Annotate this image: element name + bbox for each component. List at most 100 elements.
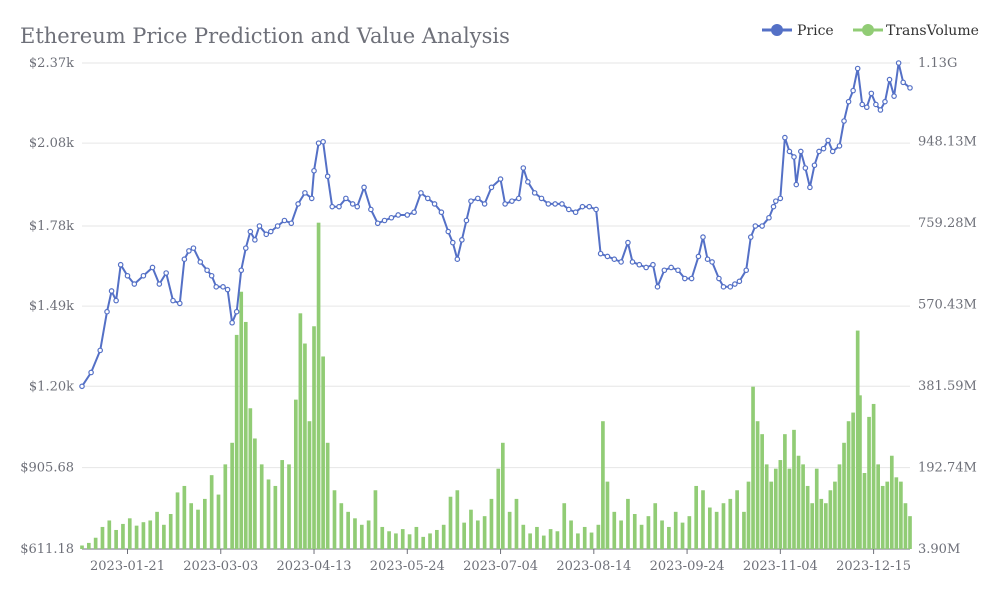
volume-bar[interactable] — [321, 356, 325, 549]
volume-bar[interactable] — [528, 533, 532, 549]
price-point[interactable] — [816, 148, 822, 155]
price-point[interactable] — [611, 256, 618, 262]
volume-bar[interactable] — [714, 511, 719, 549]
volume-bar[interactable] — [248, 408, 253, 549]
volume-bar[interactable] — [632, 513, 637, 549]
volume-bar[interactable] — [93, 537, 98, 549]
price-point[interactable] — [124, 272, 131, 279]
price-point[interactable] — [361, 184, 367, 191]
price-point[interactable] — [629, 259, 636, 265]
price-point[interactable] — [777, 195, 784, 202]
volume-bar[interactable] — [764, 464, 769, 549]
volume-bar[interactable] — [796, 455, 801, 549]
price-point[interactable] — [438, 209, 445, 216]
price-point[interactable] — [772, 198, 779, 204]
volume-bar[interactable] — [175, 492, 180, 549]
volume-bar[interactable] — [755, 421, 760, 549]
volume-bar[interactable] — [805, 485, 810, 549]
volume-bar[interactable] — [366, 520, 371, 549]
volume-bar[interactable] — [721, 503, 726, 549]
price-point[interactable] — [463, 217, 470, 224]
price-point[interactable] — [315, 140, 322, 146]
volume-bar[interactable] — [894, 477, 899, 549]
volume-bar[interactable] — [876, 464, 880, 549]
price-point[interactable] — [170, 297, 176, 304]
volume-bar[interactable] — [80, 545, 84, 549]
volume-bar[interactable] — [646, 516, 651, 549]
price-point[interactable] — [793, 181, 800, 188]
price-point[interactable] — [593, 206, 599, 213]
volume-bar[interactable] — [287, 464, 291, 549]
price-point[interactable] — [882, 98, 888, 105]
volume-bar[interactable] — [373, 490, 378, 549]
volume-bar[interactable] — [562, 503, 567, 549]
price-point[interactable] — [88, 369, 94, 376]
price-point[interactable] — [841, 118, 847, 124]
price-point[interactable] — [263, 231, 270, 238]
volume-bar[interactable] — [824, 503, 828, 549]
volume-bar[interactable] — [582, 526, 587, 549]
price-point[interactable] — [177, 300, 183, 307]
price-point[interactable] — [288, 220, 295, 227]
volume-bar[interactable] — [801, 464, 805, 549]
price-point[interactable] — [891, 93, 897, 99]
price-point[interactable] — [877, 107, 884, 113]
volume-bar[interactable] — [687, 516, 692, 549]
price-point[interactable] — [688, 275, 695, 282]
price-point[interactable] — [388, 214, 395, 221]
volume-bar[interactable] — [514, 498, 519, 549]
price-point[interactable] — [825, 137, 831, 144]
volume-bar[interactable] — [639, 524, 644, 549]
volume-bar[interactable] — [114, 529, 118, 549]
price-point[interactable] — [256, 223, 263, 229]
price-point[interactable] — [720, 284, 727, 290]
volume-bar[interactable] — [353, 518, 357, 549]
volume-bar[interactable] — [359, 524, 364, 549]
price-point[interactable] — [224, 286, 231, 293]
volume-bar[interactable] — [880, 485, 885, 549]
volume-bar[interactable] — [400, 529, 405, 549]
price-point[interactable] — [552, 201, 558, 207]
series-transvolume-bars[interactable] — [80, 222, 912, 549]
price-point[interactable] — [229, 319, 235, 326]
volume-bar[interactable] — [858, 395, 862, 549]
series-price-line[interactable] — [79, 60, 913, 390]
price-point[interactable] — [618, 259, 624, 265]
volume-bar[interactable] — [475, 520, 480, 549]
price-point[interactable] — [336, 203, 342, 210]
volume-bar[interactable] — [196, 509, 200, 549]
price-point[interactable] — [515, 195, 522, 202]
volume-bar[interactable] — [680, 522, 685, 549]
volume-bar[interactable] — [303, 343, 307, 549]
volume-bar[interactable] — [867, 416, 871, 549]
volume-bar[interactable] — [535, 526, 539, 549]
volume-bar[interactable] — [851, 412, 855, 549]
volume-bar[interactable] — [601, 421, 605, 549]
price-point[interactable] — [572, 209, 579, 216]
volume-bar[interactable] — [769, 481, 774, 549]
price-point[interactable] — [233, 308, 240, 315]
volume-bar[interactable] — [908, 516, 912, 549]
price-point[interactable] — [349, 201, 356, 207]
volume-bar[interactable] — [414, 526, 419, 549]
price-point[interactable] — [854, 65, 861, 72]
price-point[interactable] — [404, 212, 411, 218]
price-point[interactable] — [863, 104, 870, 111]
price-point[interactable] — [829, 148, 836, 155]
volume-bar[interactable] — [899, 481, 903, 549]
price-point[interactable] — [732, 281, 738, 287]
volume-bar[interactable] — [394, 533, 398, 549]
volume-bar[interactable] — [569, 520, 573, 549]
legend[interactable]: Price TransVolume — [762, 23, 979, 39]
volume-bar[interactable] — [760, 434, 764, 549]
price-point[interactable] — [108, 288, 115, 294]
volume-bar[interactable] — [307, 421, 312, 549]
price-point[interactable] — [502, 201, 508, 207]
volume-bar[interactable] — [496, 468, 501, 549]
price-point[interactable] — [525, 179, 531, 185]
price-point[interactable] — [802, 165, 809, 171]
volume-bar[interactable] — [855, 330, 860, 549]
volume-bar[interactable] — [521, 524, 526, 549]
price-point[interactable] — [907, 85, 913, 91]
price-point[interactable] — [324, 173, 331, 180]
